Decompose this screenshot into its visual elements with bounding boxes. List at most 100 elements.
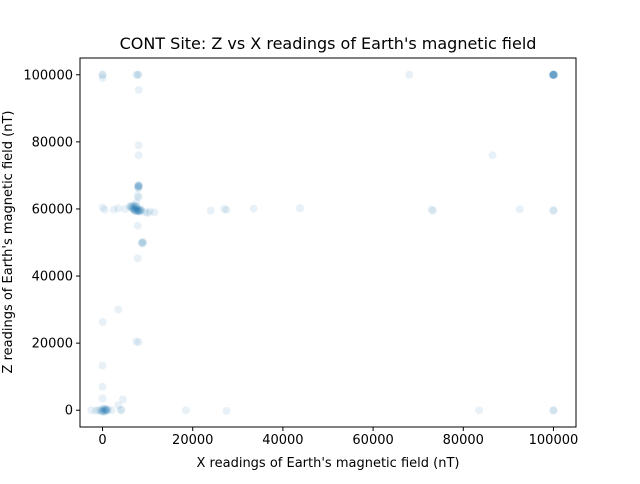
data-point bbox=[98, 394, 107, 403]
data-point bbox=[134, 183, 143, 192]
data-point bbox=[98, 361, 107, 370]
data-point bbox=[126, 203, 135, 212]
data-point bbox=[98, 318, 107, 326]
data-point bbox=[99, 404, 107, 413]
data-point bbox=[125, 202, 134, 211]
data-point bbox=[138, 238, 147, 247]
data-point bbox=[134, 182, 143, 191]
data-point bbox=[98, 407, 107, 416]
data-point bbox=[222, 406, 231, 415]
data-point bbox=[98, 203, 107, 212]
data-point bbox=[103, 406, 112, 415]
y-tick-label: 100000 bbox=[23, 68, 73, 83]
data-point bbox=[296, 204, 305, 213]
data-point bbox=[131, 207, 140, 216]
chart-title: CONT Site: Z vs X readings of Earth's ma… bbox=[120, 34, 537, 53]
data-point bbox=[220, 204, 229, 213]
data-point bbox=[132, 206, 141, 215]
data-point bbox=[549, 70, 558, 79]
data-point bbox=[114, 401, 123, 410]
points-layer bbox=[87, 70, 559, 416]
data-point bbox=[132, 204, 141, 213]
x-tick-label: 80000 bbox=[443, 433, 484, 448]
data-point bbox=[143, 208, 152, 217]
y-tick-label: 20000 bbox=[32, 337, 73, 352]
data-point bbox=[135, 181, 144, 190]
data-point bbox=[134, 181, 143, 190]
data-point bbox=[129, 203, 138, 212]
data-point bbox=[133, 70, 142, 79]
data-point bbox=[548, 70, 557, 79]
data-point bbox=[549, 70, 558, 79]
y-tick-label: 80000 bbox=[32, 135, 73, 150]
data-point bbox=[134, 205, 143, 214]
data-point bbox=[100, 404, 109, 413]
data-point bbox=[134, 85, 143, 94]
data-point bbox=[488, 151, 497, 160]
data-point bbox=[137, 238, 146, 247]
data-point bbox=[127, 204, 136, 213]
data-point bbox=[129, 205, 138, 214]
data-point bbox=[549, 70, 558, 79]
data-point bbox=[133, 221, 142, 230]
data-point bbox=[102, 405, 111, 414]
data-point bbox=[101, 407, 110, 416]
data-point bbox=[549, 70, 558, 79]
data-point bbox=[130, 202, 139, 211]
data-point bbox=[98, 406, 107, 415]
data-point bbox=[133, 191, 142, 200]
data-point bbox=[549, 70, 558, 79]
x-tick-label: 60000 bbox=[352, 433, 393, 448]
data-point bbox=[101, 405, 110, 414]
data-point bbox=[141, 208, 150, 217]
data-point bbox=[117, 405, 126, 414]
data-point bbox=[114, 204, 123, 213]
data-point bbox=[133, 207, 142, 216]
y-tick-label: 0 bbox=[65, 404, 73, 419]
x-tick-label: 100000 bbox=[529, 433, 579, 448]
plot-frame bbox=[79, 57, 577, 428]
data-point bbox=[133, 205, 142, 214]
y-tick-label: 60000 bbox=[32, 202, 73, 217]
data-point bbox=[181, 406, 190, 415]
x-tick-label: 40000 bbox=[262, 433, 303, 448]
data-point bbox=[249, 204, 258, 213]
data-point bbox=[134, 181, 143, 190]
data-point bbox=[136, 206, 145, 215]
data-point bbox=[133, 254, 142, 263]
data-point bbox=[475, 406, 484, 415]
data-point bbox=[131, 201, 140, 210]
data-point bbox=[549, 70, 558, 79]
data-point bbox=[91, 406, 100, 415]
data-point bbox=[136, 204, 145, 213]
data-point bbox=[549, 205, 558, 214]
data-point bbox=[549, 406, 558, 415]
data-point bbox=[116, 406, 125, 415]
data-point bbox=[118, 395, 127, 404]
data-point bbox=[99, 407, 108, 416]
data-point bbox=[134, 151, 143, 160]
x-axis-ticks: 0 20000 40000 60000 80000 100000 bbox=[98, 427, 578, 448]
y-tick-label: 40000 bbox=[32, 270, 73, 285]
data-point bbox=[132, 202, 141, 211]
data-point bbox=[130, 205, 139, 214]
data-point bbox=[129, 204, 138, 213]
data-point bbox=[405, 70, 414, 79]
data-point bbox=[132, 198, 141, 207]
data-point bbox=[138, 239, 147, 248]
data-point bbox=[130, 201, 139, 210]
data-point bbox=[96, 405, 105, 414]
y-axis-label: Z readings of Earth's magnetic field (nT… bbox=[1, 111, 16, 374]
data-point bbox=[98, 74, 107, 83]
data-point bbox=[135, 206, 144, 215]
data-point bbox=[131, 203, 140, 212]
data-point bbox=[134, 184, 143, 193]
data-point bbox=[100, 205, 109, 214]
data-point bbox=[127, 201, 136, 210]
y-axis-ticks: 0 20000 40000 60000 80000 100000 bbox=[23, 68, 80, 419]
data-point bbox=[128, 201, 137, 210]
data-point bbox=[132, 70, 141, 79]
